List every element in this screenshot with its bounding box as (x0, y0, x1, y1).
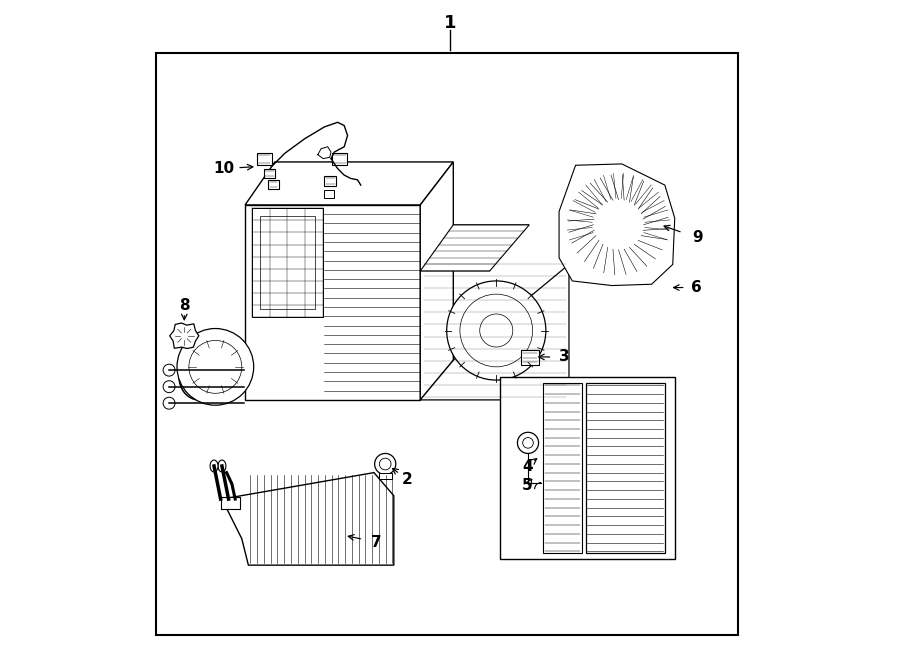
Text: 4: 4 (522, 459, 533, 473)
Circle shape (374, 453, 396, 475)
Text: 7: 7 (371, 535, 382, 549)
Polygon shape (245, 162, 454, 205)
Circle shape (177, 329, 254, 405)
Ellipse shape (210, 460, 218, 472)
Circle shape (163, 397, 175, 409)
Polygon shape (252, 208, 323, 317)
Bar (324, 190, 334, 198)
Bar (379, 473, 392, 479)
Circle shape (608, 214, 629, 235)
Polygon shape (222, 473, 394, 565)
Bar (257, 153, 272, 165)
Polygon shape (245, 205, 420, 400)
Polygon shape (420, 225, 529, 271)
Bar (521, 350, 539, 365)
Circle shape (163, 381, 175, 393)
Bar (500, 377, 675, 559)
Circle shape (523, 438, 534, 448)
Text: 6: 6 (691, 280, 702, 295)
Text: 2: 2 (401, 472, 412, 486)
Circle shape (163, 364, 175, 376)
Text: 9: 9 (693, 231, 703, 245)
Polygon shape (420, 162, 454, 400)
Circle shape (460, 294, 533, 367)
Bar (268, 180, 279, 189)
Bar (264, 169, 275, 178)
Circle shape (593, 200, 644, 250)
Circle shape (189, 340, 242, 393)
Ellipse shape (218, 460, 226, 472)
Polygon shape (259, 216, 315, 309)
Circle shape (480, 314, 513, 347)
Text: 3: 3 (559, 350, 570, 364)
Polygon shape (559, 164, 675, 286)
Bar (332, 153, 347, 165)
Bar (324, 176, 337, 186)
Bar (220, 497, 240, 509)
Bar (156, 53, 737, 635)
Circle shape (446, 281, 545, 380)
Text: 8: 8 (179, 298, 190, 313)
Text: 5: 5 (522, 479, 533, 493)
Polygon shape (420, 264, 569, 400)
Polygon shape (170, 323, 199, 348)
Circle shape (380, 458, 391, 470)
Bar (544, 383, 581, 553)
Circle shape (518, 432, 538, 453)
Circle shape (564, 171, 673, 279)
Text: 10: 10 (213, 161, 235, 176)
Bar (586, 383, 665, 553)
Text: 1: 1 (444, 14, 456, 32)
